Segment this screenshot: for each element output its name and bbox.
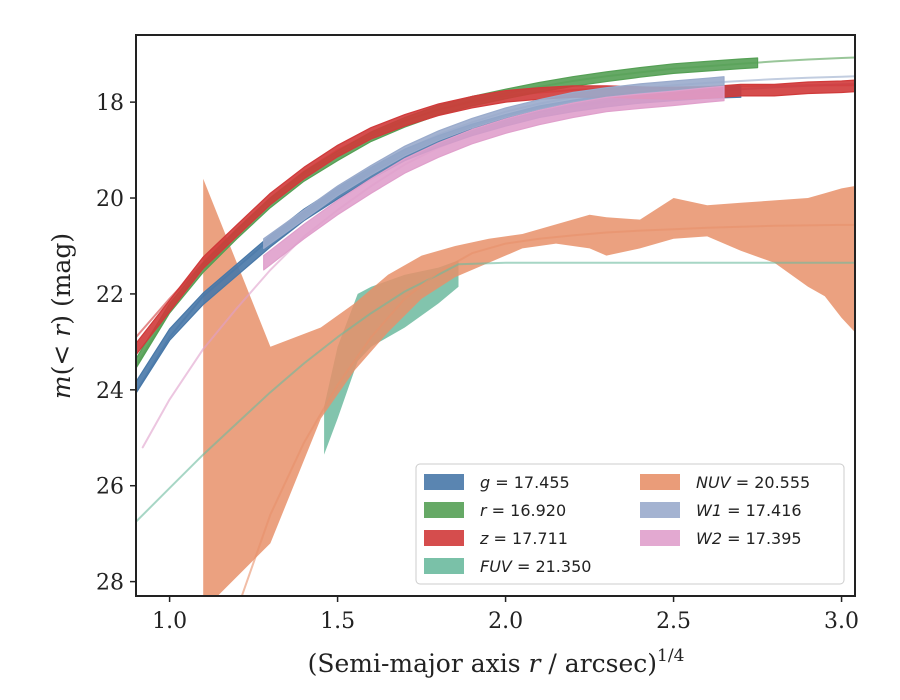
plot-frame (135, 34, 856, 597)
y-tick-label: 24 (96, 379, 124, 404)
y-axis: 18 20 22 24 26 28 (96, 91, 136, 596)
y-tick-label: 20 (96, 187, 124, 212)
x-tick-label: 2.5 (656, 609, 691, 634)
x-axis: 1.0 1.5 2.0 2.5 3.0 (152, 596, 859, 634)
x-tick-label: 1.5 (320, 609, 355, 634)
legend-label-r: r = 16.920 (480, 501, 566, 520)
legend-label-NUV: NUV = 20.555 (696, 473, 810, 492)
y-tick-label: 22 (96, 283, 124, 308)
y-tick-label: 18 (96, 91, 124, 116)
legend-box (415, 463, 845, 585)
model-line-FUV (136, 261, 855, 523)
legend-label-g: g = 17.455 (480, 473, 570, 492)
legend-label-W1: W1 = 17.416 (696, 501, 802, 520)
legend-swatch-NUV (640, 474, 680, 490)
legend-swatch-r (424, 502, 464, 518)
legend: g = 17.455 r = 16.920 z = 17.711 FUV = 21.3… (415, 463, 845, 585)
legend-swatch-g (424, 474, 464, 490)
legend-swatch-W1 (640, 502, 680, 518)
legend-swatch-W2 (640, 530, 680, 546)
legend-label-W2: W2 = 17.395 (696, 529, 802, 548)
y-tick-label: 28 (96, 571, 124, 596)
legend-label-FUV: FUV = 21.350 (480, 557, 591, 576)
band-NUV (203, 178, 855, 596)
x-tick-label: 2.0 (488, 609, 523, 634)
x-tick-label: 3.0 (824, 609, 859, 634)
model-line-NUV (240, 223, 855, 596)
data-band-z (136, 79, 855, 356)
data-band-W2 (263, 85, 725, 271)
band-layer (203, 178, 855, 596)
legend-swatch-z (424, 530, 464, 546)
y-tick-label: 26 (96, 475, 124, 500)
legend-swatch-FUV (424, 558, 464, 574)
x-axis-label: (Semi-major axis r / arcsec)1/4 (308, 646, 685, 678)
x-tick-label: 1.0 (152, 609, 187, 634)
legend-label-z: z = 17.711 (479, 529, 568, 548)
y-axis-label: m(< r) (mag) (47, 233, 76, 399)
data-layer (136, 57, 855, 394)
